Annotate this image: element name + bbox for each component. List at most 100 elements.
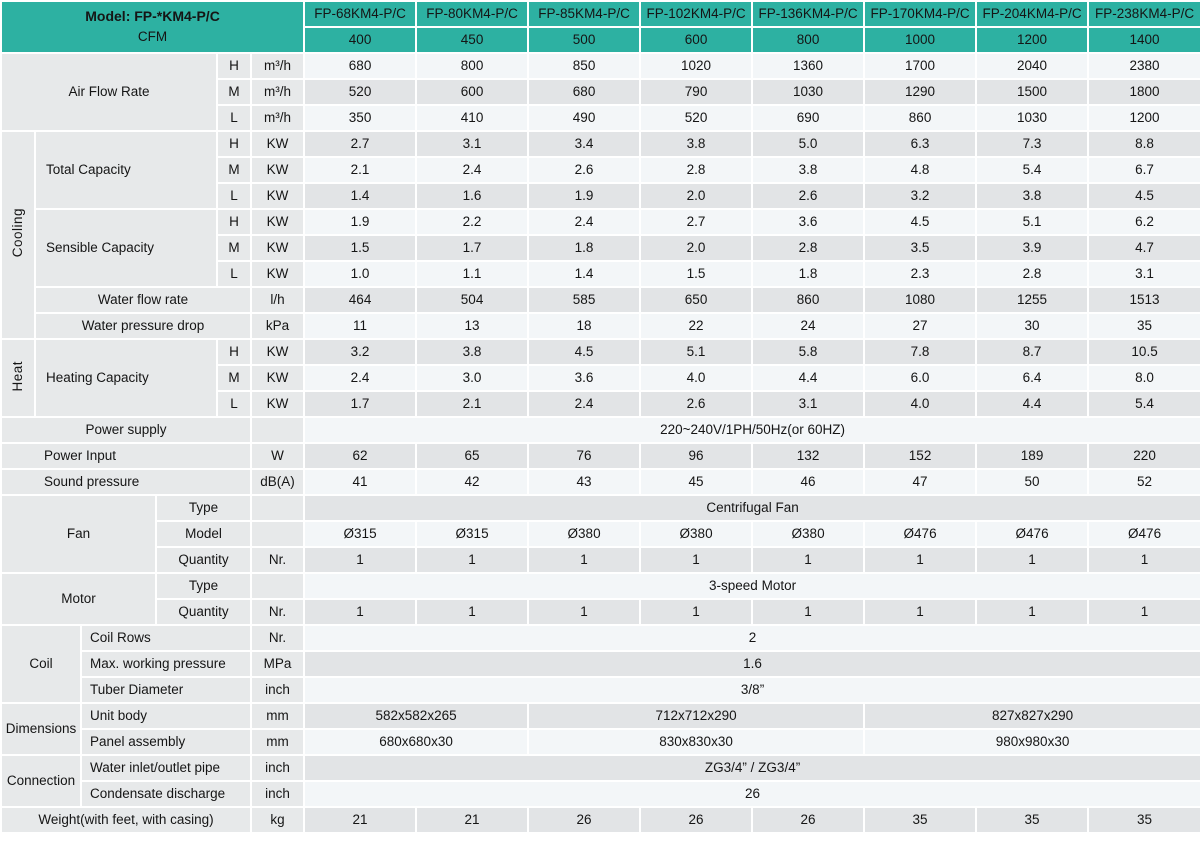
value-cell: 1 [751, 546, 866, 574]
fan-model-row: Model Ø315 Ø315 Ø380 Ø380 Ø380 Ø476 Ø476… [1, 520, 1200, 548]
value-cell: 4.8 [863, 156, 978, 184]
speed-label: M [216, 364, 252, 392]
value-cell: 152 [863, 442, 978, 470]
value-cell: 350 [303, 104, 418, 132]
value-cell: 5.1 [639, 338, 754, 366]
value-cell: 3.1 [415, 130, 530, 158]
value-cell: 41 [303, 468, 418, 496]
value-cell: Ø476 [863, 520, 978, 548]
value-cell: 1513 [1087, 286, 1200, 314]
tuber-diameter-row: Tuber Diameter inch 3/8” [1, 676, 1200, 704]
motor-quantity-label: Quantity [155, 598, 252, 626]
value-cell: 3.5 [863, 234, 978, 262]
condensate-row: Condensate discharge inch 26 [1, 780, 1200, 808]
value-cell: 410 [415, 104, 530, 132]
model-column-header: FP-170KM4-P/C [863, 0, 978, 28]
power-input-row: Power Input W 62 65 76 96 132 152 189 22… [0, 442, 1200, 470]
value-cell: 1.9 [527, 182, 642, 210]
value-cell: 45 [639, 468, 754, 496]
weight-row: Weight(with feet, with casing) kg 21 21 … [0, 806, 1200, 834]
total-capacity-l-row: L KW 1.4 1.6 1.9 2.0 2.6 3.2 3.8 4.5 [1, 182, 1200, 210]
water-pipe-label: Water inlet/outlet pipe [80, 754, 252, 782]
motor-type-label: Type [155, 572, 252, 600]
sensible-capacity-l-row: L KW 1.0 1.1 1.4 1.5 1.8 2.3 2.8 3.1 [1, 260, 1200, 288]
value-cell: 26 [751, 806, 866, 834]
unit-cell: KW [249, 338, 306, 366]
value-cell: 2.8 [751, 234, 866, 262]
cfm-value: 1400 [1087, 26, 1200, 54]
cooling-section-label: Cooling [0, 130, 36, 340]
value-cell: 27 [863, 312, 978, 340]
tuber-diameter-label: Tuber Diameter [80, 676, 252, 704]
value-cell: 5.4 [975, 156, 1090, 184]
value-cell: Ø476 [975, 520, 1090, 548]
power-supply-value: 220~240V/1PH/50Hz(or 60HZ) [303, 416, 1200, 444]
unit-cell: W [249, 442, 306, 470]
value-cell: 5.1 [975, 208, 1090, 236]
unit-cell: mm [249, 728, 306, 756]
power-supply-label: Power supply [0, 416, 252, 444]
value-cell: 1.8 [751, 260, 866, 288]
motor-quantity-row: Quantity Nr. 1 1 1 1 1 1 1 1 [1, 598, 1200, 626]
value-cell: 5.8 [751, 338, 866, 366]
air-flow-rate-label: Air Flow Rate [0, 52, 218, 132]
coil-rows-label: Coil Rows [80, 624, 252, 652]
condensate-label: Condensate discharge [80, 780, 252, 808]
value-cell: 4.0 [639, 364, 754, 392]
value-cell: 8.0 [1087, 364, 1200, 392]
value-cell: 5.0 [751, 130, 866, 158]
speed-label: L [216, 104, 252, 132]
model-label: Model: FP-*KM4-P/C [85, 8, 220, 25]
value-cell: 690 [751, 104, 866, 132]
value-cell: 860 [751, 286, 866, 314]
value-cell: 4.4 [751, 364, 866, 392]
value-cell: 4.0 [863, 390, 978, 418]
unit-body-row: Dimensions Unit body mm 582x582x265 712x… [0, 702, 1200, 756]
value-cell: 520 [639, 104, 754, 132]
value-cell: 1 [1087, 598, 1200, 626]
unit-cell: KW [249, 390, 306, 418]
value-cell: Ø315 [303, 520, 418, 548]
model-column-header: FP-238KM4-P/C [1087, 0, 1200, 28]
value-cell: 35 [1087, 312, 1200, 340]
value-cell: 2.6 [639, 390, 754, 418]
value-cell: 5.4 [1087, 390, 1200, 418]
value-cell: 1290 [863, 78, 978, 106]
value-cell: 6.4 [975, 364, 1090, 392]
tuber-diameter-value: 3/8” [303, 676, 1200, 704]
value-cell: 220 [1087, 442, 1200, 470]
motor-type-value: 3-speed Motor [303, 572, 1200, 600]
value-cell: Ø380 [751, 520, 866, 548]
value-cell: 600 [415, 78, 530, 106]
value-cell: 1 [415, 598, 530, 626]
air-flow-l-row: L m³/h 350 410 490 520 690 860 1030 1200 [1, 104, 1200, 132]
value-cell: 2.1 [415, 390, 530, 418]
cfm-value: 600 [639, 26, 754, 54]
value-cell: 2.7 [639, 208, 754, 236]
value-cell: 22 [639, 312, 754, 340]
unit-cell [249, 416, 306, 444]
value-cell: 47 [863, 468, 978, 496]
value-cell: 2.6 [527, 156, 642, 184]
unit-cell: Nr. [249, 546, 306, 574]
value-cell: 1 [415, 546, 530, 574]
value-cell: 6.2 [1087, 208, 1200, 236]
value-cell: 980x980x30 [863, 728, 1200, 756]
value-cell: 2.0 [639, 234, 754, 262]
value-cell: 2.3 [863, 260, 978, 288]
value-cell: 1030 [751, 78, 866, 106]
connection-section-label: Connection [0, 754, 82, 808]
fan-type-value: Centrifugal Fan [303, 494, 1200, 522]
unit-cell: l/h [249, 286, 306, 314]
heating-capacity-label: Heating Capacity [34, 338, 218, 418]
model-column-header: FP-136KM4-P/C [751, 0, 866, 28]
unit-cell: mm [249, 702, 306, 730]
value-cell: 1200 [1087, 104, 1200, 132]
unit-cell: KW [249, 156, 306, 184]
value-cell: 1 [975, 546, 1090, 574]
value-cell: 1 [863, 546, 978, 574]
cfm-value: 400 [303, 26, 418, 54]
value-cell: 1 [527, 546, 642, 574]
value-cell: 4.5 [1087, 182, 1200, 210]
value-cell: 1.6 [415, 182, 530, 210]
